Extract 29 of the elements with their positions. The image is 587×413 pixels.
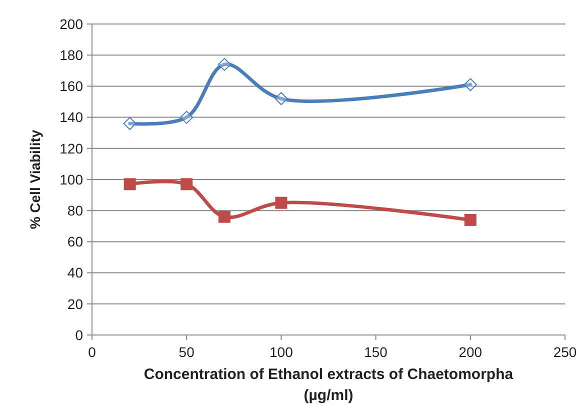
point — [124, 178, 136, 190]
point — [218, 58, 231, 71]
point — [464, 78, 477, 92]
point — [180, 178, 193, 190]
x-tick-label: 100 — [270, 344, 294, 360]
x-tick-label: 150 — [364, 344, 388, 360]
point — [274, 92, 288, 106]
point — [275, 196, 288, 209]
x-tick-label: 0 — [88, 344, 96, 360]
y-tick-label: 0 — [75, 326, 84, 343]
y-tick-label: 40 — [67, 264, 84, 281]
point — [464, 214, 476, 226]
y-tick-label: 140 — [60, 109, 84, 126]
x-tick-label: 200 — [458, 344, 482, 360]
y-tick-label: 160 — [60, 78, 84, 94]
y-tick-label: 180 — [60, 47, 84, 63]
y-tick-label: 100 — [60, 171, 84, 188]
x-tick-label: 250 — [553, 344, 577, 360]
y-tick-label: 200 — [60, 16, 84, 32]
y-tick-label: 60 — [67, 234, 84, 250]
x-tick-label: 50 — [178, 344, 195, 360]
point — [218, 210, 230, 223]
point — [123, 117, 136, 130]
y-tick-label: 20 — [67, 296, 84, 312]
y-tick-label: 120 — [60, 140, 84, 156]
y-tick-label: 80 — [67, 202, 84, 218]
x-axis-title: Concentration of Ethanol extracts of Chaetomorpha (µg/ml) — [144, 366, 514, 404]
y-axis-title: % Cell Viability — [27, 130, 43, 230]
point — [180, 110, 194, 124]
